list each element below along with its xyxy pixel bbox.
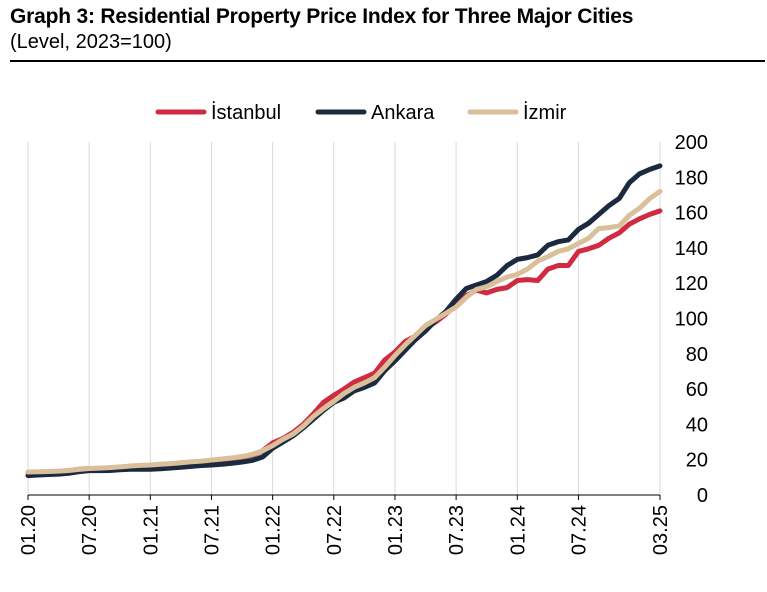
- vertical-gridlines: [27, 142, 661, 495]
- series-lines: [25, 163, 663, 479]
- y-tick-label: 200: [675, 132, 708, 154]
- x-tick-label: 01.20: [18, 505, 40, 555]
- series-line-1: [25, 163, 663, 479]
- legend-label: İstanbul: [211, 101, 281, 124]
- series-line-2: [25, 188, 663, 475]
- y-tick-label: 80: [686, 344, 708, 366]
- y-tick-label: 40: [686, 414, 708, 436]
- x-tick-label: 01.23: [385, 505, 407, 555]
- x-tick-label: 01.22: [263, 505, 285, 555]
- y-tick-label: 160: [675, 203, 708, 225]
- x-tick-label: 01.21: [140, 505, 162, 555]
- legend-label: Ankara: [371, 102, 435, 124]
- y-tick-label: 20: [686, 450, 708, 472]
- y-tick-label: 120: [675, 273, 708, 295]
- title-divider: [10, 60, 765, 62]
- x-tick-label: 07.20: [79, 505, 101, 555]
- y-axis: 0 20 40 60 80 100 120 140 160 180 200: [675, 132, 708, 507]
- chart-header: Graph 3: Residential Property Price Inde…: [10, 4, 767, 54]
- legend: İstanbul Ankara İzmir: [155, 101, 567, 124]
- y-tick-label: 0: [697, 485, 708, 507]
- x-tick-label: 07.21: [201, 505, 223, 555]
- legend-label: İzmir: [523, 101, 567, 124]
- x-tick-label: 07.24: [568, 505, 590, 555]
- y-tick-label: 100: [675, 309, 708, 331]
- chart-subtitle: (Level, 2023=100): [10, 31, 172, 53]
- x-tick-label: 07.22: [324, 505, 346, 555]
- x-axis: 01.20 07.20 01.21 07.21 01.22 07.22 01.23 07.23…: [18, 494, 672, 555]
- y-tick-label: 60: [686, 379, 708, 401]
- y-tick-label: 140: [675, 238, 708, 260]
- x-tick-label: 01.24: [507, 505, 529, 555]
- chart-title: Graph 3: Residential Property Price Inde…: [10, 5, 634, 28]
- x-tick-label: 07.23: [446, 505, 468, 555]
- y-tick-label: 180: [675, 167, 708, 189]
- x-tick-label: 03.25: [650, 505, 672, 555]
